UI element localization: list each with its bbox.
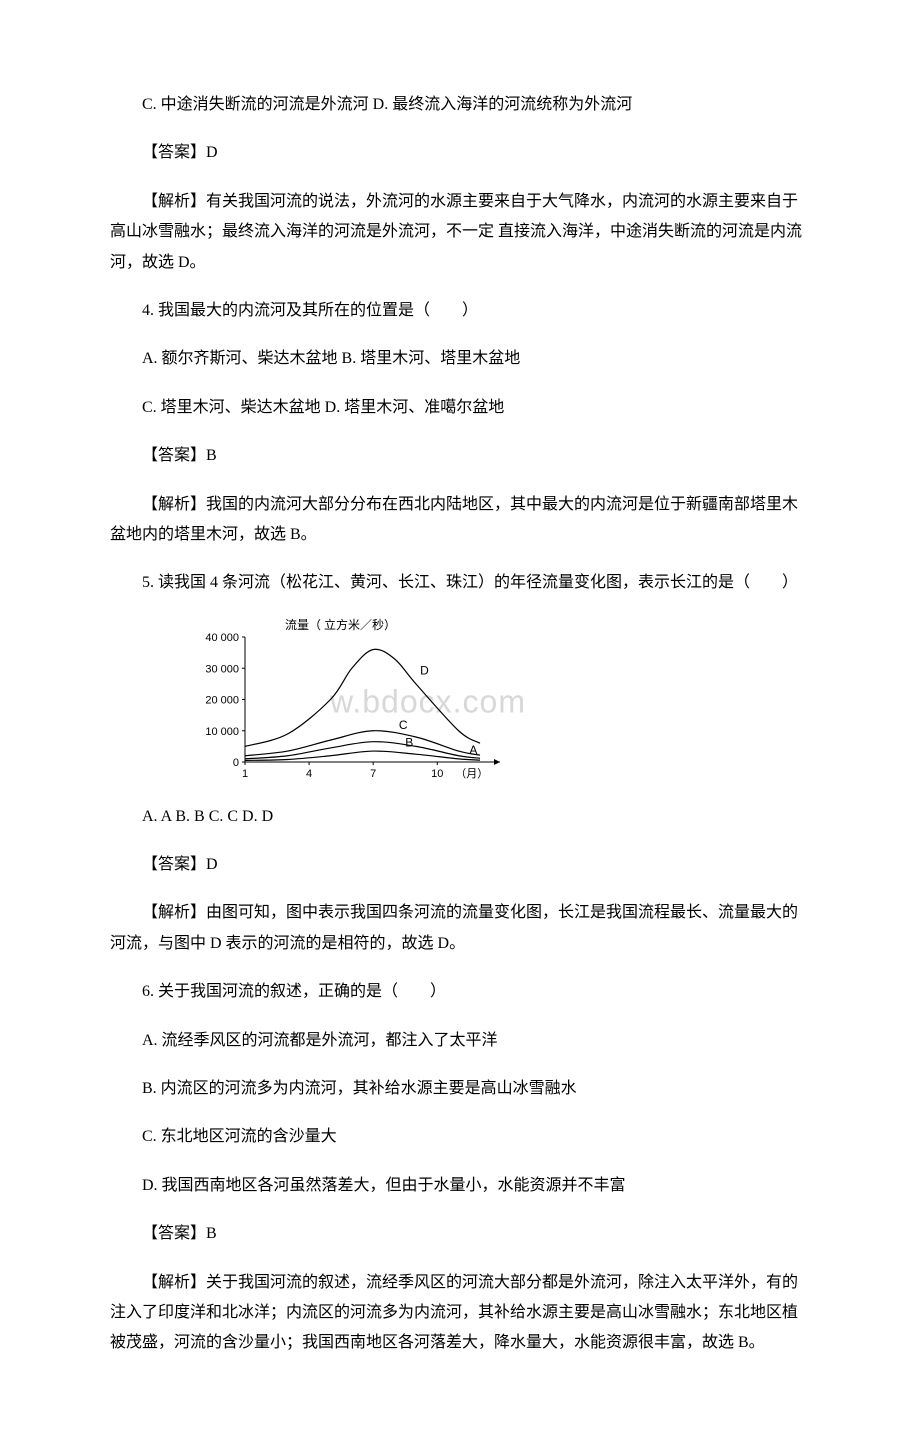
q4-question: 4. 我国最大的内流河及其所在的位置是（ ） [110,296,810,326]
svg-text:40 000: 40 000 [205,632,239,644]
svg-text:4: 4 [306,768,312,780]
q6-option-d: D. 我国西南地区各河虽然落差大，但由于水量小，水能资源并不丰富 [110,1171,810,1201]
svg-text:30 000: 30 000 [205,663,239,675]
svg-text:流量（ 立方米／秒）: 流量（ 立方米／秒） [285,617,396,632]
q6-option-c: C. 东北地区河流的含沙量大 [110,1122,810,1152]
chart-svg: 流量（ 立方米／秒） 0 10 000 20 000 30 000 40 000 1 4 7 10… [190,617,540,787]
q6-answer: 【答案】B [110,1219,810,1249]
svg-text:10 000: 10 000 [205,725,239,737]
q5-answer: 【答案】D [110,850,810,880]
q4-options-ab: A. 额尔齐斯河、柴达木盆地 B. 塔里木河、塔里木盆地 [110,344,810,374]
q6-question: 6. 关于我国河流的叙述，正确的是（ ） [110,977,810,1007]
flow-chart: w.bdocx.com 流量（ 立方米／秒）010 00020 00030 00… [190,617,540,787]
q5-options: A. A B. B C. C D. D [110,802,810,832]
q4-answer: 【答案】B [110,441,810,471]
q6-option-b: B. 内流区的河流多为内流河，其补给水源主要是高山冰雪融水 [110,1074,810,1104]
svg-text:D: D [420,663,429,677]
svg-text:C: C [399,718,408,732]
svg-text:10: 10 [431,768,443,780]
q3-options-cd: C. 中途消失断流的河流是外流河 D. 最终流入海洋的河流统称为外流河 [110,90,810,120]
svg-text:B: B [405,735,413,749]
svg-text:20 000: 20 000 [205,694,239,706]
q4-explanation: 【解析】我国的内流河大部分分布在西北内陆地区，其中最大的内流河是位于新疆南部塔里… [110,490,810,551]
q6-option-a: A. 流经季风区的河流都是外流河，都注入了太平洋 [110,1026,810,1056]
q3-answer: 【答案】D [110,138,810,168]
q5-question: 5. 读我国 4 条河流（松花江、黄河、长江、珠江）的年径流量变化图，表示长江的… [110,568,810,598]
q3-explanation: 【解析】有关我国河流的说法，外流河的水源主要来自于大气降水，内流河的水源主要来自… [110,187,810,278]
svg-text:A: A [469,743,477,757]
svg-text:7: 7 [370,768,376,780]
svg-text:0: 0 [233,757,239,769]
q4-options-cd: C. 塔里木河、柴达木盆地 D. 塔里木河、准噶尔盆地 [110,393,810,423]
svg-text:（月）: （月） [455,767,488,780]
q6-explanation: 【解析】关于我国河流的叙述，流经季风区的河流大部分都是外流河，除注入太平洋外，有… [110,1268,810,1359]
q5-explanation: 【解析】由图可知，图中表示我国四条河流的流量变化图，长江是我国流程最长、流量最大… [110,898,810,959]
svg-text:1: 1 [242,768,248,780]
